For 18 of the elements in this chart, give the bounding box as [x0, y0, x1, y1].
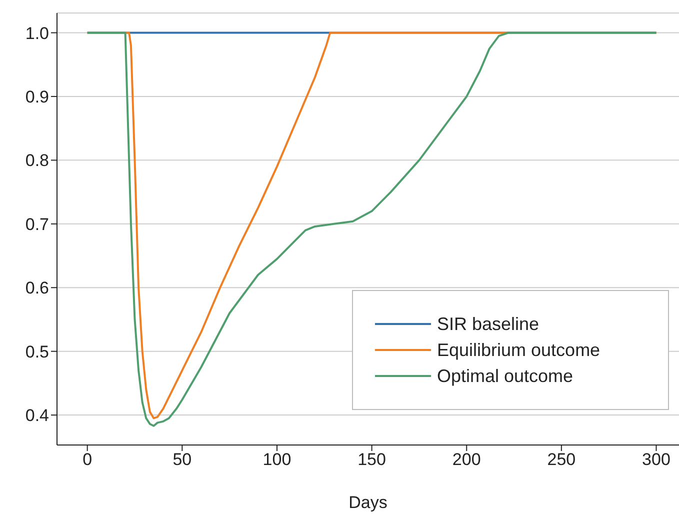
x-axis-title: Days [348, 493, 388, 512]
x-tick-label: 250 [547, 450, 576, 470]
x-tick-label: 0 [82, 450, 92, 470]
x-tick-label: 150 [358, 450, 386, 470]
y-tick-label: 0.7 [25, 214, 49, 234]
y-tick-label: 1.0 [25, 24, 49, 43]
x-tick-label: 100 [262, 450, 292, 470]
x-tick-label: 300 [642, 450, 670, 470]
legend-label: Equilibrium outcome [437, 339, 600, 362]
x-tick-label: 200 [452, 450, 481, 470]
y-tick-label: 0.5 [25, 342, 49, 362]
y-tick-label: 0.9 [25, 88, 49, 107]
y-tick-label: 0.8 [25, 151, 49, 170]
y-tick-label: 0.4 [25, 406, 49, 426]
x-tick-label: 50 [172, 450, 192, 470]
legend-label: SIR baseline [437, 313, 540, 336]
y-tick-label: 0.6 [25, 278, 49, 298]
legend-label: Optimal outcome [437, 365, 574, 388]
